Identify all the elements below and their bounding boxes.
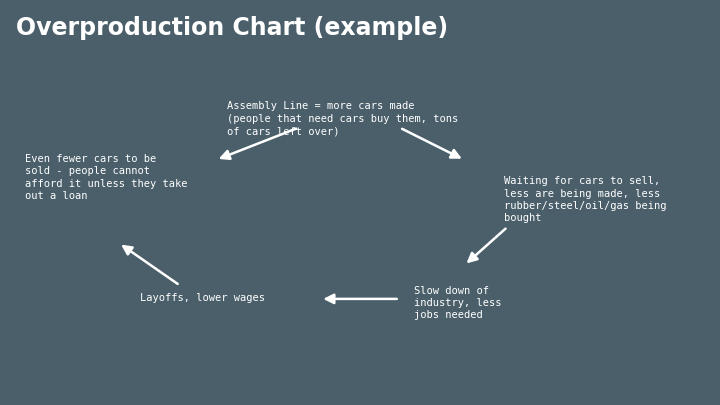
Text: Slow down of
industry, less
jobs needed: Slow down of industry, less jobs needed (414, 286, 502, 320)
Text: Layoffs, lower wages: Layoffs, lower wages (140, 293, 266, 303)
Text: Even fewer cars to be
sold - people cannot
afford it unless they take
out a loan: Even fewer cars to be sold - people cann… (25, 154, 188, 201)
Text: Overproduction Chart (example): Overproduction Chart (example) (16, 16, 448, 40)
Text: Assembly Line = more cars made
(people that need cars buy them, tons
of cars lef: Assembly Line = more cars made (people t… (227, 101, 458, 136)
Text: Waiting for cars to sell,
less are being made, less
rubber/steel/oil/gas being
b: Waiting for cars to sell, less are being… (504, 176, 667, 224)
